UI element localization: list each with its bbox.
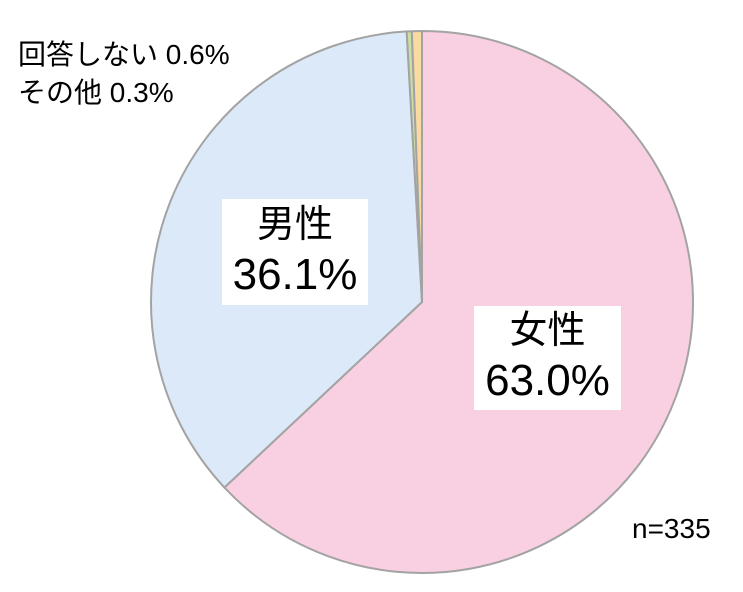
label-other: その他 0.3% (18, 77, 174, 108)
pie-slice-female (223, 30, 694, 574)
female-slice-name: 女性 (509, 310, 586, 352)
pie-slice-no-answer (410, 29, 423, 303)
male-slice-name: 男性 (256, 204, 333, 246)
female-slice-label: 女性 63.0% (474, 306, 621, 410)
female-slice-percent: 63.0% (485, 356, 610, 405)
sample-size-label: n=335 (632, 513, 711, 544)
male-slice-percent: 36.1% (232, 250, 358, 299)
small-slice-annotations: 回答しない 0.6% その他 0.3% (18, 36, 230, 112)
male-slice-label: 男性 36.1% (222, 199, 368, 305)
label-no-answer: 回答しない 0.6% (18, 39, 230, 70)
